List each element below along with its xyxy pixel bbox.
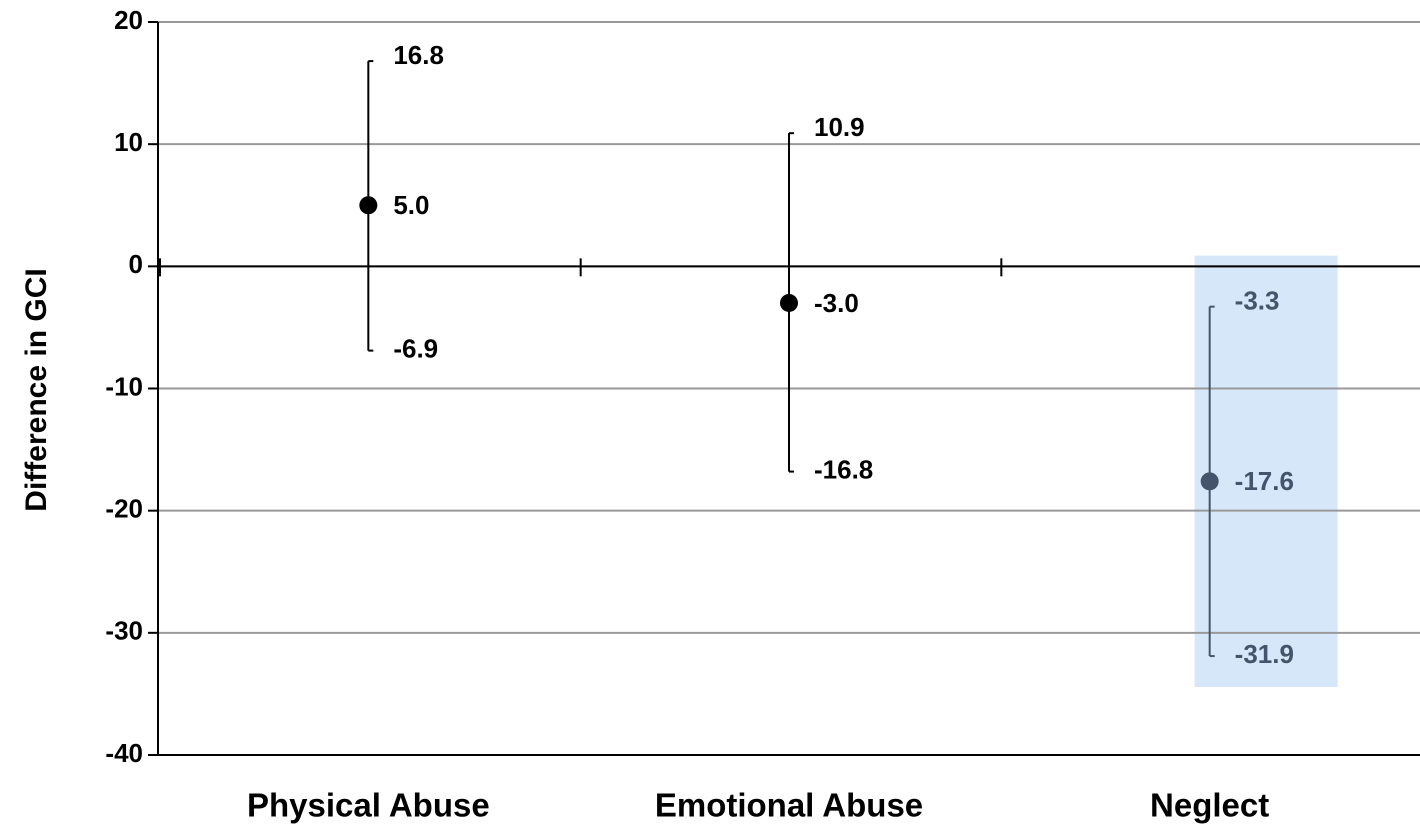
lower-label: -31.9 <box>1235 639 1294 669</box>
y-tick-label: 0 <box>129 249 143 279</box>
y-tick-label: 10 <box>114 127 143 157</box>
x-tick-label: Physical Abuse <box>247 787 490 824</box>
x-tick-label: Emotional Abuse <box>655 787 923 824</box>
lower-label: -16.8 <box>814 454 873 484</box>
point <box>1200 472 1219 491</box>
point <box>359 196 378 215</box>
highlight-box <box>1194 255 1338 688</box>
x-tick-label: Neglect <box>1150 787 1269 824</box>
value-label: -17.6 <box>1235 466 1294 496</box>
y-axis-title: Difference in GCI <box>20 268 53 511</box>
upper-label: 16.8 <box>393 40 444 70</box>
upper-label: -3.3 <box>1235 286 1280 316</box>
y-tick-label: 20 <box>114 5 143 35</box>
y-tick-label: -40 <box>105 738 143 768</box>
lower-label: -6.9 <box>393 334 438 364</box>
point <box>780 293 798 312</box>
upper-label: 10.9 <box>814 112 865 142</box>
value-label: -3.0 <box>814 288 859 318</box>
value-label: 5.0 <box>393 190 429 220</box>
y-tick-label: -30 <box>105 616 143 646</box>
y-tick-label: -10 <box>105 371 143 401</box>
y-tick-label: -20 <box>105 494 143 524</box>
